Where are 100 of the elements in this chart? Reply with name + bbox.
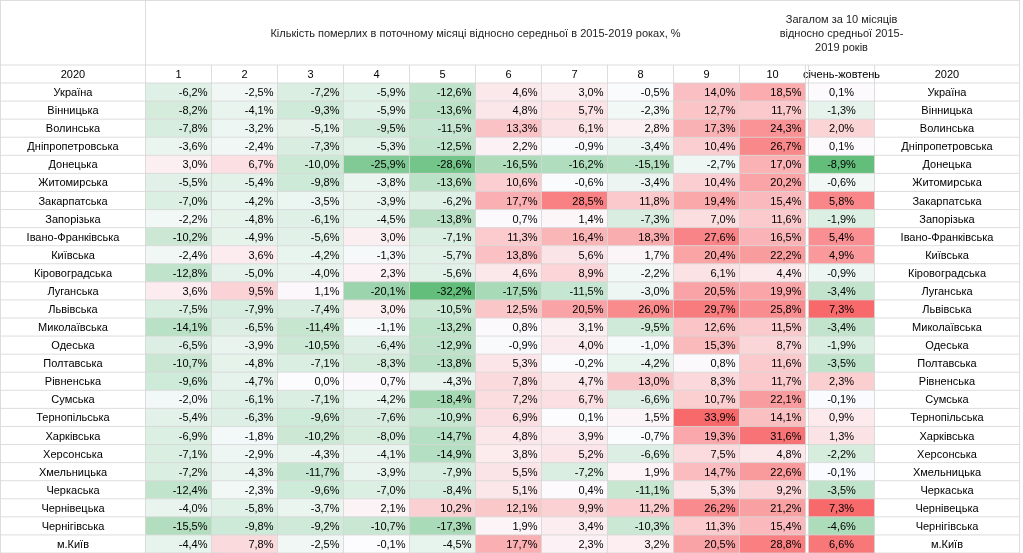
data-label: -16,2% — [568, 158, 604, 171]
y2-tick-label: Кіровоградська — [908, 266, 987, 279]
data-label: -7,0% — [376, 483, 406, 496]
data-label: -6,1% — [244, 393, 274, 406]
data-label: 0,7% — [380, 375, 406, 388]
data-label: -9,5% — [376, 122, 406, 135]
y2-tick-label: Рівненська — [918, 375, 977, 388]
data-label: -0,5% — [640, 86, 670, 99]
data-label: 18,5% — [770, 86, 802, 99]
data-label: -0,7% — [640, 429, 670, 442]
data-label: 33,9% — [704, 411, 736, 424]
data-label: 3,4% — [578, 519, 604, 532]
y2-tick-label: Хмельницька — [912, 465, 982, 478]
data-label: -4,1% — [244, 104, 274, 117]
data-label: -28,6% — [436, 158, 472, 171]
data-label: -10,7% — [370, 519, 406, 532]
y2-tick-label: Херсонська — [917, 447, 978, 460]
data-label: 5,3% — [512, 357, 538, 370]
data-label: 0,0% — [314, 375, 340, 388]
data-label: -14,1% — [172, 321, 208, 334]
data-label: 29,7% — [704, 302, 736, 315]
data-label: 31,6% — [770, 429, 802, 442]
data-label: 7,8% — [512, 375, 538, 388]
y2-tick-label: Сумська — [925, 393, 970, 406]
data-label: -3,4% — [640, 176, 670, 189]
data-label: -8,9% — [827, 158, 857, 171]
data-label: -3,9% — [244, 339, 274, 352]
data-label: -6,2% — [442, 194, 472, 207]
data-label: 15,3% — [704, 339, 736, 352]
y-axis-title: 2020 — [60, 68, 86, 80]
y-tick-label: Херсонська — [43, 447, 104, 460]
data-label: -3,5% — [310, 194, 340, 207]
data-label: -0,9% — [827, 266, 857, 279]
data-label: -14,7% — [436, 429, 472, 442]
data-label: -32,2% — [436, 284, 472, 297]
data-label: -3,4% — [640, 140, 670, 153]
data-label: 10,4% — [704, 176, 736, 189]
y-tick-label: Чернігівська — [41, 519, 106, 532]
data-label: -4,3% — [310, 447, 340, 460]
data-label: -10,5% — [304, 339, 340, 352]
data-label: -7,8% — [178, 122, 208, 135]
data-label: -2,4% — [178, 248, 208, 261]
y-tick-label: Одеська — [51, 339, 96, 352]
data-label: 5,4% — [828, 230, 855, 243]
data-label: 0,1% — [828, 140, 855, 153]
data-label: -3,9% — [376, 465, 406, 478]
data-label: -4,5% — [376, 212, 406, 225]
data-label: -4,8% — [244, 357, 274, 370]
data-label: -1,9% — [827, 339, 857, 352]
data-label: 20,5% — [704, 284, 736, 297]
y-tick-label: Вінницька — [47, 104, 100, 117]
data-label: 26,2% — [704, 501, 736, 514]
data-label: -2,2% — [827, 447, 857, 460]
data-label: -8,2% — [178, 104, 208, 117]
data-label: -9,6% — [310, 411, 340, 424]
data-label: -2,2% — [640, 266, 670, 279]
y-tick-label: Рівненська — [44, 375, 103, 388]
data-label: 3,0% — [578, 86, 604, 99]
data-label: -5,9% — [376, 86, 406, 99]
data-label: -8,3% — [376, 357, 406, 370]
data-label: 17,7% — [506, 194, 538, 207]
data-label: 6,1% — [710, 266, 736, 279]
data-label: -6,4% — [376, 339, 406, 352]
data-label: 11,7% — [771, 104, 802, 117]
data-label: 10,6% — [506, 176, 538, 189]
data-label: 3,2% — [644, 537, 670, 550]
data-label: -10,7% — [172, 357, 208, 370]
data-label: 26,0% — [638, 302, 670, 315]
chart-title: Кількість померлих в поточному місяці відносно середньої в 2015-2019 роках, % — [270, 26, 681, 39]
data-label: 11,3% — [507, 230, 538, 243]
x-tick-label: січень-жовтень — [802, 68, 881, 80]
data-label: 1,9% — [644, 465, 670, 478]
data-label: 11,2% — [639, 501, 670, 514]
x-tick-label: 9 — [703, 68, 710, 80]
data-label: -4,3% — [244, 465, 274, 478]
data-label: 12,5% — [506, 302, 538, 315]
data-label: 5,2% — [578, 447, 604, 460]
data-label: 4,8% — [512, 429, 538, 442]
data-label: -5,6% — [442, 266, 472, 279]
data-label: 24,3% — [770, 122, 802, 135]
data-label: 14,7% — [704, 465, 736, 478]
data-label: -4,7% — [244, 375, 274, 388]
data-label: -6,5% — [178, 339, 208, 352]
data-label: -7,0% — [178, 194, 208, 207]
x-tick-label: 1 — [175, 68, 182, 80]
data-label: -1,1% — [376, 321, 406, 334]
data-label: -16,5% — [502, 158, 538, 171]
data-label: 21,2% — [770, 501, 802, 514]
x-tick-label: 8 — [637, 68, 644, 80]
data-label: -15,1% — [634, 158, 670, 171]
data-label: 13,3% — [506, 122, 538, 135]
data-label: 0,8% — [512, 321, 538, 334]
data-label: 3,0% — [380, 230, 406, 243]
data-label: 0,1% — [828, 86, 855, 99]
data-label: -2,7% — [706, 158, 736, 171]
data-label: -18,4% — [436, 393, 472, 406]
data-label: 3,8% — [512, 447, 538, 460]
data-label: -13,8% — [436, 357, 472, 370]
data-label: -4,0% — [178, 501, 208, 514]
data-label: -10,5% — [436, 302, 472, 315]
